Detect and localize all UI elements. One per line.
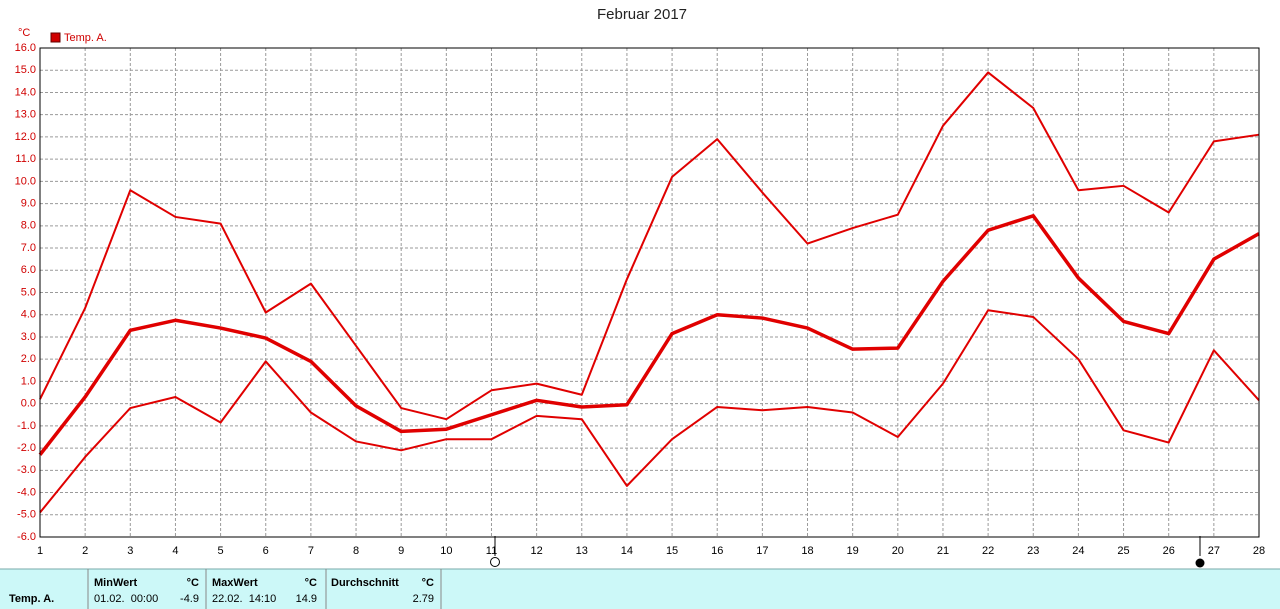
summary-value: -4.9 — [180, 593, 199, 605]
x-tick-label: 28 — [1253, 545, 1265, 557]
temperature-line — [39, 309, 1260, 514]
x-tick-label: 11 — [486, 545, 497, 557]
summary-panel — [0, 569, 1280, 609]
y-tick-label: 11.0 — [15, 153, 36, 165]
y-tick-label: 1.0 — [21, 375, 36, 387]
y-tick-label: 7.0 — [21, 242, 36, 254]
summary-time: 01.02. 00:00 — [94, 593, 158, 605]
x-tick-label: 10 — [440, 545, 452, 557]
y-tick-label: -5.0 — [17, 509, 36, 521]
summary-unit: °C — [305, 577, 317, 589]
plot-area — [38, 47, 1260, 538]
legend-label: Temp. A. — [64, 32, 107, 44]
temperature-line — [39, 71, 1260, 421]
x-tick-label: 25 — [1117, 545, 1129, 557]
x-tick-label: 5 — [218, 545, 224, 557]
y-tick-label: 15.0 — [15, 64, 36, 76]
y-tick-label: 2.0 — [21, 353, 36, 365]
x-tick-label: 6 — [263, 545, 269, 557]
x-tick-label: 2 — [82, 545, 88, 557]
y-tick-label: -6.0 — [17, 531, 36, 543]
y-tick-label: 0.0 — [21, 398, 36, 410]
plot-frame — [39, 47, 1260, 538]
x-tick-label: 22 — [982, 545, 994, 557]
y-tick-label: 4.0 — [21, 309, 36, 321]
x-tick-label: 1 — [37, 545, 43, 557]
x-tick-label: 27 — [1208, 545, 1220, 557]
y-tick-label: 13.0 — [15, 109, 36, 121]
summary-value: 14.9 — [296, 593, 317, 605]
x-tick-label: 20 — [892, 545, 904, 557]
x-tick-label: 3 — [127, 545, 133, 557]
x-tick-label: 9 — [398, 545, 404, 557]
summary-cells: MinWert °C 01.02. 00:00 -4.9 MaxWert °C 22.02.… — [94, 577, 434, 605]
x-tick-label: 15 — [666, 545, 678, 557]
x-tick-label: 17 — [756, 545, 768, 557]
x-tick-label: 8 — [353, 545, 359, 557]
y-tick-label: 14.0 — [15, 86, 36, 98]
x-tick-label: 18 — [801, 545, 813, 557]
summary-title: Durchschnitt — [331, 577, 399, 589]
y-tick-label: 3.0 — [21, 331, 36, 343]
summary-row-label: Temp. A. — [9, 593, 54, 605]
x-tick-label: 19 — [847, 545, 859, 557]
summary-time: 22.02. 14:10 — [212, 593, 276, 605]
y-unit: °C — [18, 27, 30, 39]
y-tick-label: -4.0 — [17, 486, 36, 498]
x-tick-label: 23 — [1027, 545, 1039, 557]
x-tick-label: 21 — [937, 545, 949, 557]
y-tick-label: 5.0 — [21, 286, 36, 298]
y-tick-label: -2.0 — [17, 442, 36, 454]
y-tick-label: 16.0 — [15, 42, 36, 54]
y-tick-label: 8.0 — [21, 220, 36, 232]
chart-title: Februar 2017 — [597, 6, 687, 23]
x-tick-label: 24 — [1072, 545, 1084, 557]
summary-title: MaxWert — [212, 577, 258, 589]
new-moon-icon — [1195, 558, 1205, 568]
x-tick-label: 12 — [531, 545, 543, 557]
y-tick-label: 9.0 — [21, 197, 36, 209]
full-moon-icon — [490, 557, 500, 567]
legend-swatch — [50, 32, 61, 43]
y-tick-label: 10.0 — [15, 175, 36, 187]
x-tick-label: 14 — [621, 545, 633, 557]
x-tick-label: 16 — [711, 545, 723, 557]
summary-unit: °C — [422, 577, 434, 589]
y-tick-label: -3.0 — [17, 464, 36, 476]
summary-unit: °C — [187, 577, 199, 589]
summary-title: MinWert — [94, 577, 138, 589]
x-tick-label: 4 — [172, 545, 178, 557]
x-tick-label: 7 — [308, 545, 314, 557]
y-tick-label: -1.0 — [17, 420, 36, 432]
x-tick-label: 13 — [576, 545, 588, 557]
y-tick-label: 6.0 — [21, 264, 36, 276]
y-tick-label: 12.0 — [15, 131, 36, 143]
summary-value: 2.79 — [413, 593, 434, 605]
x-tick-label: 26 — [1163, 545, 1175, 557]
temperature-line — [38, 214, 1260, 456]
